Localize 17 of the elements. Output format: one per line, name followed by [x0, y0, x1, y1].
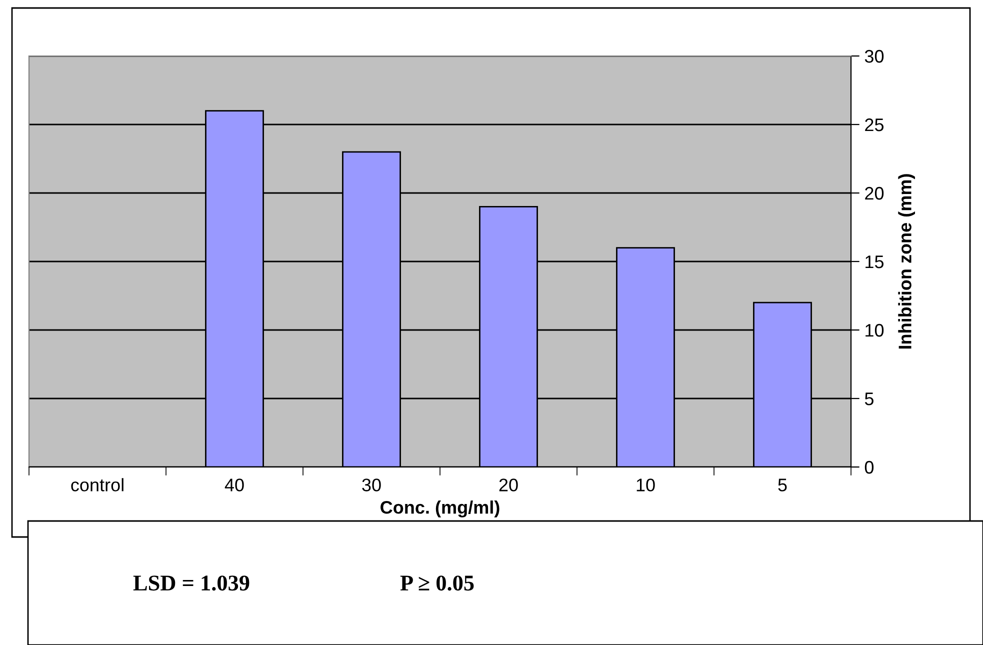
- y-axis-title: Inhibition zone (mm): [898, 174, 915, 349]
- text: P ≥ 0.05: [400, 576, 474, 591]
- x-tick-label: control: [71, 478, 124, 492]
- x-tick-label: 40: [224, 478, 244, 492]
- y-tick-label: 15: [866, 256, 884, 268]
- text: LSD = 1.039: [133, 576, 250, 591]
- y-tick-label: 25: [865, 118, 884, 132]
- y-tick-label: 10: [866, 324, 884, 337]
- x-tick-label: 10: [636, 478, 655, 492]
- y-tick-label: 0: [864, 460, 874, 474]
- y-tick-label: 20: [865, 186, 884, 200]
- y-tick-label: 30: [864, 50, 884, 63]
- x-tick-label: 5: [778, 478, 787, 492]
- y-tick-label: 5: [864, 392, 874, 406]
- x-axis-title: Conc. (mg/ml): [380, 500, 500, 518]
- x-tick-label: 20: [499, 478, 518, 492]
- x-tick-label: 30: [362, 478, 381, 492]
